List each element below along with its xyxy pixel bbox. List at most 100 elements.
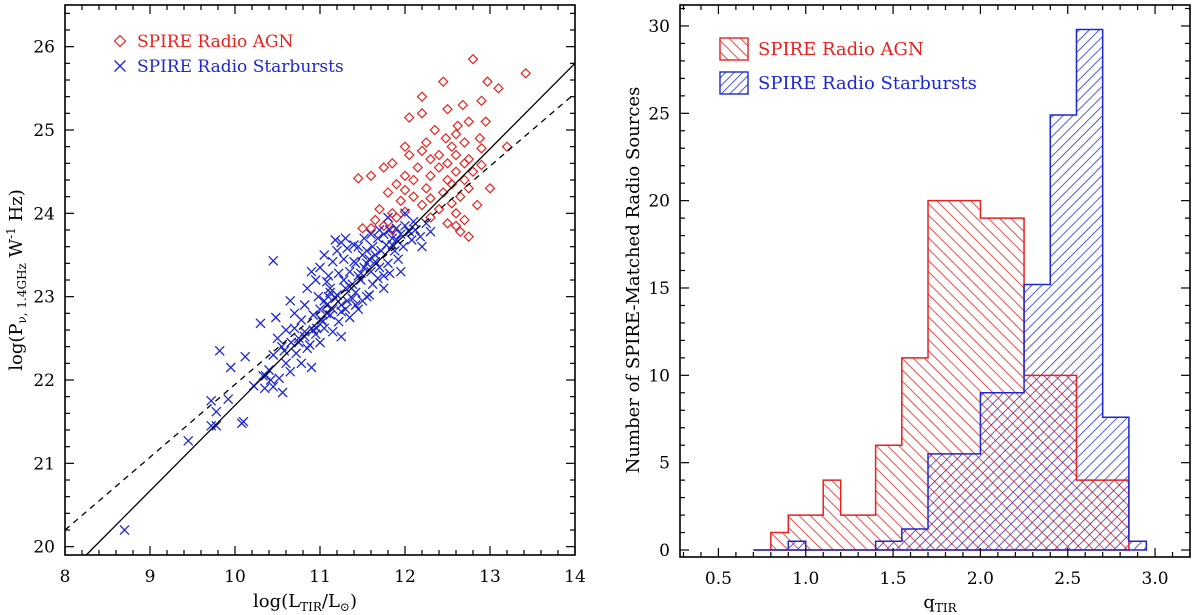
starburst-point (344, 312, 355, 323)
starburst-point (279, 345, 290, 356)
starburst-point (393, 254, 404, 265)
starburst-point (285, 295, 296, 306)
x-label-sub: TIR (300, 600, 323, 614)
agn-point (374, 203, 385, 215)
agn-point (433, 149, 445, 161)
y-tick-label: 22 (33, 371, 55, 391)
starburst-point (299, 326, 310, 337)
starburst-point (214, 345, 225, 356)
agn-point (476, 159, 487, 171)
starburst-point (400, 220, 410, 231)
starburst-point (310, 329, 321, 340)
scatter-y-axis-label: log(Pν, 1.4GHz W-1 Hz) (4, 189, 29, 371)
legend-agn-swatch (719, 37, 749, 61)
agn-bar (805, 515, 824, 551)
agn-point (474, 132, 486, 144)
legend-sb-label: SPIRE Radio Starbursts (137, 57, 344, 77)
legend-agn-marker (113, 34, 127, 48)
starburst-point (281, 358, 291, 369)
y-tick-label: 21 (33, 454, 55, 474)
agn-point (403, 149, 415, 161)
starburst-point (350, 300, 361, 310)
x-tick-label: 2.0 (967, 569, 994, 589)
starburst-point (268, 255, 279, 266)
agn-bar (770, 532, 789, 551)
agn-point (391, 178, 402, 190)
starburst-bar (928, 453, 955, 551)
agn-point (386, 157, 398, 169)
starburst-point (327, 326, 338, 337)
starburst-point (359, 233, 370, 244)
agn-point (357, 222, 368, 234)
starburst-point (321, 276, 332, 287)
agn-bar (840, 515, 859, 551)
starburst-bar (954, 453, 981, 551)
agn-point (442, 217, 453, 229)
starburst-point (372, 273, 383, 284)
x-tick-label: 10 (224, 567, 246, 587)
x-label-main: log(L (253, 591, 300, 612)
agn-point (454, 191, 466, 203)
starburst-point (357, 295, 368, 306)
starburst-point (260, 370, 271, 381)
x-label-sun: ⊙ (340, 600, 350, 614)
agn-point (437, 187, 449, 198)
x-tick-label: 8 (60, 567, 71, 587)
starburst-point (183, 435, 194, 446)
agn-point (457, 99, 469, 111)
agn-point (352, 172, 364, 184)
histogram-y-axis-label: Number of SPIRE-Matched Radio Sources (623, 87, 644, 474)
starburst-point (281, 325, 291, 335)
y-tick-label: 25 (33, 121, 55, 141)
agn-bar (823, 480, 841, 551)
agn-point (399, 170, 411, 182)
y-tick-label: 23 (33, 288, 55, 308)
y-tick-label: 25 (648, 104, 670, 124)
starburst-point (391, 223, 402, 234)
x-label-end: ) (350, 591, 357, 612)
legend-sb-swatch (719, 71, 749, 95)
agn-point (450, 220, 462, 232)
starburst-point (408, 216, 419, 227)
agn-point (450, 149, 462, 161)
starburst-point (323, 270, 334, 281)
agn-point (403, 112, 415, 123)
agn-point (412, 162, 424, 173)
starburst-point (302, 283, 313, 294)
starburst-point (289, 323, 300, 334)
x-tick-label: 12 (394, 567, 416, 587)
agn-point (450, 128, 462, 140)
starburst-point (293, 337, 304, 348)
starburst-point (349, 256, 359, 267)
starburst-point (415, 231, 426, 242)
starburst-point (374, 225, 385, 235)
starburst-point (333, 268, 344, 279)
scatter-legend: SPIRE Radio AGN SPIRE Radio Starbursts (113, 32, 344, 77)
starburst-point (225, 362, 236, 373)
agn-point (467, 53, 479, 65)
starburst-point (333, 316, 344, 327)
starburst-point (366, 229, 376, 240)
agn-point (369, 214, 381, 226)
starburst-bar (1050, 115, 1077, 551)
starburst-point (361, 258, 372, 269)
agn-bar (858, 515, 876, 551)
agn-bar (875, 445, 902, 551)
histogram-x-axis-label: qTIR (923, 592, 957, 615)
agn-point (493, 82, 504, 94)
agn-point (378, 162, 390, 173)
y-tick-label: 20 (648, 192, 670, 212)
starburst-outline (753, 28, 1148, 551)
starburst-bar (1128, 541, 1147, 551)
x-label-main: q (923, 592, 935, 613)
starburst-bar (875, 541, 902, 551)
histogram-frame (679, 4, 1191, 558)
agn-point (416, 91, 428, 103)
starburst-point (374, 262, 385, 273)
starburst-bar (788, 541, 806, 551)
starburst-point (378, 283, 389, 294)
starburst-point (223, 394, 234, 405)
histogram-marks (753, 28, 1148, 551)
starburst-point (285, 366, 296, 377)
starburst-bar (901, 529, 929, 551)
